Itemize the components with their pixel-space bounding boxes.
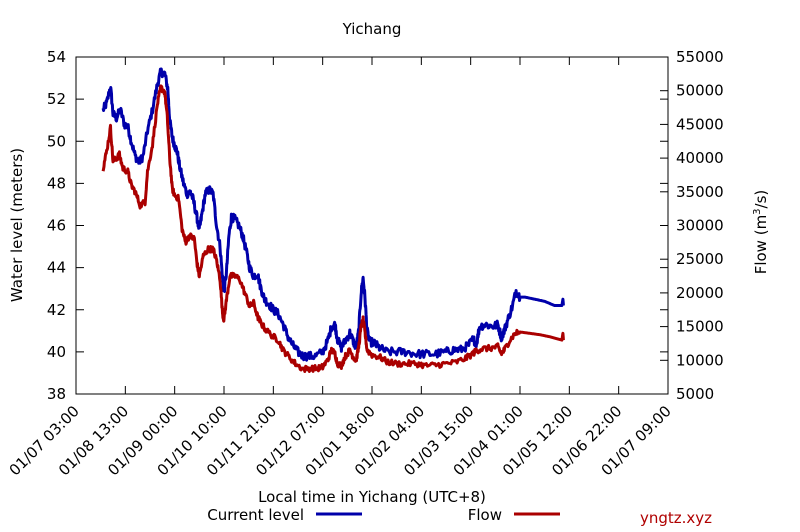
legend-label-flow: Flow — [468, 506, 502, 524]
legend: Current level Flow — [207, 506, 560, 524]
y-tick-label: 40 — [47, 343, 66, 361]
y2-axis-label-main: Flow (m — [752, 215, 770, 274]
y-tick-label: 48 — [47, 174, 66, 192]
y2-tick-label: 55000 — [676, 48, 724, 66]
y2-tick-label: 15000 — [676, 318, 724, 336]
y2-tick-label: 25000 — [676, 250, 724, 268]
y-axis-label: Water level (meters) — [8, 148, 26, 302]
y2-tick-label: 20000 — [676, 284, 724, 302]
y2-tick-label: 50000 — [676, 82, 724, 100]
y2-tick-label: 35000 — [676, 183, 724, 201]
y-tick-label: 52 — [47, 90, 66, 108]
y2-tick-label: 30000 — [676, 217, 724, 235]
y-tick-label: 50 — [47, 132, 66, 150]
y2-tick-label: 10000 — [676, 351, 724, 369]
y2-tick-label: 45000 — [676, 115, 724, 133]
y-tick-label: 42 — [47, 301, 66, 319]
legend-label-current-level: Current level — [207, 506, 304, 524]
series-line-flow — [101, 84, 565, 373]
y-tick-label: 46 — [47, 217, 66, 235]
y-tick-label: 38 — [47, 385, 66, 403]
chart-title: Yichang — [342, 20, 402, 38]
y2-axis-label: Flow (m3/s) — [752, 190, 770, 275]
y-tick-label: 54 — [47, 48, 66, 66]
x-axis-label: Local time in Yichang (UTC+8) — [258, 488, 486, 506]
y2-axis-label-sup: 3 — [752, 208, 763, 214]
y2-tick-label: 40000 — [676, 149, 724, 167]
y2-tick-label: 5000 — [676, 385, 714, 403]
series-line-current-level — [101, 67, 565, 362]
watermark: yngtz.xyz — [640, 509, 713, 527]
series-layer — [101, 67, 565, 373]
y-tick-label: 44 — [47, 259, 66, 277]
y2-axis-label-tail: /s) — [752, 190, 770, 209]
